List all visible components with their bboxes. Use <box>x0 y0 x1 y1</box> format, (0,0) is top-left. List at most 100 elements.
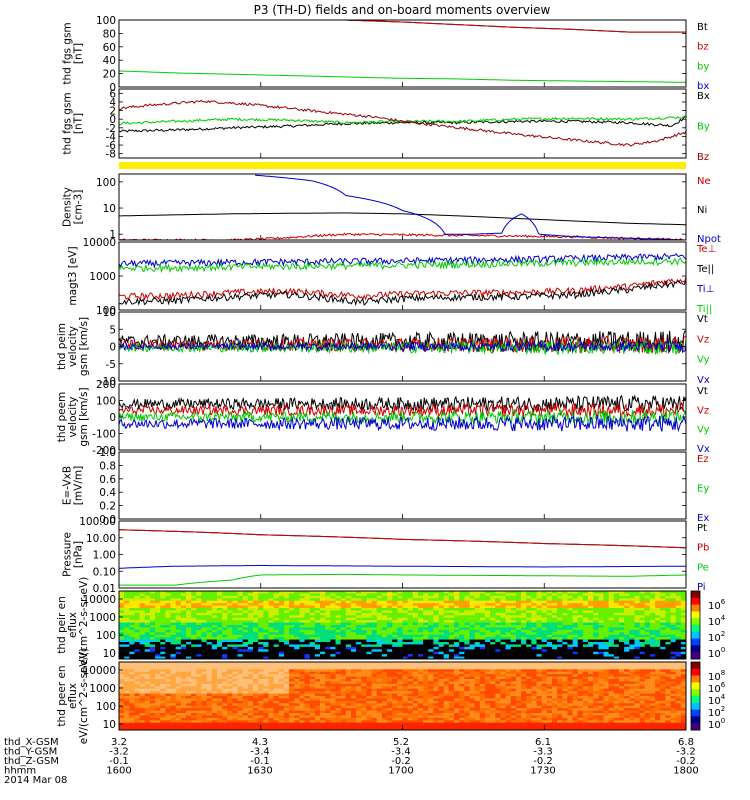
spectrogram-cell <box>289 696 295 700</box>
spectrogram-cell <box>216 603 223 607</box>
spectrogram-cell <box>278 669 285 673</box>
colorbar-tick-label: 102 <box>708 630 725 644</box>
spectrogram-cell <box>340 693 347 697</box>
colorbar-tick-exponent: 0 <box>721 646 725 654</box>
spectrogram-cell <box>521 654 527 658</box>
spectrogram-cell <box>588 634 594 638</box>
spectrogram-cell <box>675 603 682 607</box>
spectrogram-cell <box>634 608 641 612</box>
spectrogram-cell <box>541 620 548 624</box>
spectrogram-cell <box>371 627 378 631</box>
spectrogram-cell <box>247 686 254 690</box>
spectrogram-cell <box>206 713 213 717</box>
spectrogram-cell <box>191 627 197 631</box>
spectrogram-cell <box>541 591 548 595</box>
spectrogram-cell <box>350 617 357 621</box>
spectrogram-cell <box>345 651 352 655</box>
spectrogram-cell <box>629 595 636 599</box>
spectrogram-cell <box>149 600 156 604</box>
spectrogram-cell <box>299 603 306 607</box>
spectrogram-cell <box>350 671 357 675</box>
spectrogram-cell <box>119 610 125 614</box>
spectrogram-cell <box>170 625 177 629</box>
spectrogram-cell <box>232 725 239 729</box>
spectrogram-cell <box>160 608 166 612</box>
spectrogram-cell <box>201 642 208 646</box>
spectrogram-cell <box>392 593 398 597</box>
spectrogram-cell <box>350 610 357 614</box>
spectrogram-cell <box>397 634 404 638</box>
spectrogram-cell <box>216 713 223 717</box>
spectrogram-cell <box>639 629 646 633</box>
spectrogram-cell <box>428 600 435 604</box>
spectrogram-cell <box>387 603 393 607</box>
spectrogram-cell <box>624 612 630 616</box>
spectrogram-cell <box>479 617 486 621</box>
spectrogram-cell <box>644 649 651 653</box>
spectrogram-cell <box>294 598 301 602</box>
spectrogram-cell <box>515 627 522 631</box>
spectrogram-cell <box>139 625 146 629</box>
spectrogram-cell <box>253 720 259 724</box>
spectrogram-cell <box>201 608 208 612</box>
spectrogram-cell <box>356 639 362 643</box>
spectrogram-cell <box>314 679 321 683</box>
spectrogram-cell <box>222 720 228 724</box>
spectrogram-cell <box>613 610 620 614</box>
spectrogram-cell <box>237 649 244 653</box>
spectrogram-cell <box>649 637 656 641</box>
spectrogram-cell <box>211 651 218 655</box>
spectrogram-cell <box>649 625 656 629</box>
spectrogram-cell <box>469 625 476 629</box>
spectrogram-cell <box>417 591 424 595</box>
spectrogram-cell <box>139 632 146 636</box>
spectrogram-cell <box>562 608 569 612</box>
spectrogram-cell <box>273 634 280 638</box>
spectrogram-cell <box>170 603 177 607</box>
spectrogram-cell <box>273 620 280 624</box>
spectrogram-cell <box>495 656 502 659</box>
spectrogram-cell <box>417 603 424 607</box>
spectrogram-cell <box>304 691 311 695</box>
spectrogram-cell <box>211 671 218 675</box>
spectrogram-cell <box>649 605 656 609</box>
spectrogram-cell <box>129 664 136 668</box>
spectrogram-cell <box>670 654 677 658</box>
spectrogram-cell <box>541 649 548 653</box>
spectrogram-cell <box>376 644 383 648</box>
spectrogram-cell <box>253 625 259 629</box>
spectrogram-cell <box>361 629 368 633</box>
spectrogram-cell <box>289 598 295 602</box>
spectrogram-cell <box>490 593 496 597</box>
spectrogram-cell <box>448 622 455 626</box>
spectrogram-cell <box>309 598 316 602</box>
spectrogram-cell <box>464 625 471 629</box>
spectrogram-cell <box>588 598 594 602</box>
spectrogram-cell <box>119 674 125 678</box>
spectrogram-cell <box>237 717 244 721</box>
spectrogram-cell <box>397 708 404 712</box>
spectrogram-cell <box>582 610 589 614</box>
spectrogram-cell <box>191 698 197 702</box>
spectrogram-cell <box>392 605 398 609</box>
spectrogram-cell <box>160 625 166 629</box>
spectrogram-cell <box>577 615 584 619</box>
spectrogram-cell <box>433 598 440 602</box>
spectrogram-cell <box>479 637 486 641</box>
spectrogram-cell <box>392 727 398 730</box>
spectrogram-cell <box>175 713 182 717</box>
spectrogram-cell <box>211 705 218 709</box>
spectrogram-cell <box>536 625 543 629</box>
spectrogram-cell <box>345 612 352 616</box>
spectrogram-cell <box>320 676 326 680</box>
spectrogram-cell <box>283 634 290 638</box>
spectrogram-cell <box>335 671 342 675</box>
spectrogram-cell <box>639 598 646 602</box>
spectrogram-cell <box>639 608 646 612</box>
spectrogram-cell <box>541 598 548 602</box>
spectrogram-cell <box>330 627 337 631</box>
spectrogram-cell <box>428 608 435 612</box>
spectrogram-cell <box>247 662 254 666</box>
spectrogram-cell <box>562 603 569 607</box>
y-tick-label: -2 <box>106 123 116 135</box>
